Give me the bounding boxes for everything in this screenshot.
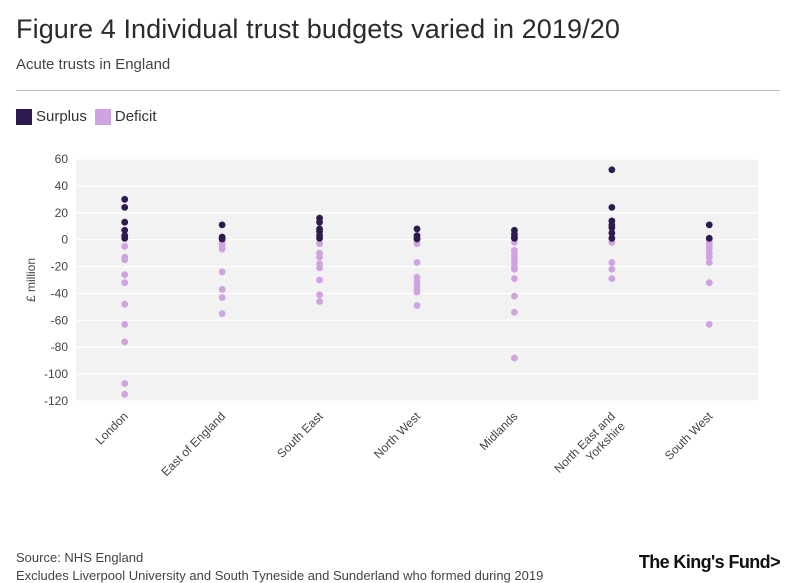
x-tick-label: North East andYorkshire xyxy=(551,409,628,486)
y-tick-label: 0 xyxy=(61,233,68,247)
y-tick-label: -80 xyxy=(51,340,69,354)
data-point-deficit xyxy=(316,240,323,248)
data-point-surplus xyxy=(511,234,518,242)
x-tick-label: North West xyxy=(371,409,424,462)
data-point-deficit xyxy=(705,253,713,261)
data-point-surplus xyxy=(705,221,713,229)
y-tick-label: -20 xyxy=(51,260,69,274)
y-tick-label: -60 xyxy=(51,313,69,327)
data-point-surplus xyxy=(218,221,226,229)
data-point-deficit xyxy=(316,264,323,272)
data-point-deficit xyxy=(121,271,129,279)
x-tick-label: South West xyxy=(662,409,716,463)
data-point-deficit xyxy=(608,275,616,283)
data-point-surplus xyxy=(218,235,226,243)
data-point-deficit xyxy=(413,259,421,266)
data-point-surplus xyxy=(121,195,129,203)
legend-label-deficit: Deficit xyxy=(114,108,157,125)
data-point-surplus xyxy=(121,218,129,226)
data-point-surplus xyxy=(121,234,129,242)
data-point-deficit xyxy=(705,279,713,287)
data-point-deficit xyxy=(121,380,129,387)
data-point-deficit xyxy=(316,298,323,305)
y-tick-label: -100 xyxy=(44,367,68,381)
data-point-deficit xyxy=(413,240,421,248)
x-tick-label-line: South West xyxy=(662,409,716,463)
data-point-deficit xyxy=(511,275,518,283)
y-tick-label: 40 xyxy=(55,179,69,193)
exclusion-note: Excludes Liverpool University and South … xyxy=(16,568,544,583)
data-point-deficit xyxy=(511,308,518,316)
x-tick-label: London xyxy=(93,409,131,447)
data-point-deficit xyxy=(121,320,129,328)
data-point-deficit xyxy=(705,320,713,328)
data-point-surplus xyxy=(608,224,616,231)
y-tick-label: -120 xyxy=(44,394,68,408)
data-point-surplus xyxy=(413,225,421,233)
title-divider xyxy=(16,90,780,91)
data-point-deficit xyxy=(218,286,226,293)
data-point-surplus xyxy=(121,204,129,211)
figure-subtitle: Acute trusts in England xyxy=(16,56,171,73)
data-point-deficit xyxy=(316,276,323,284)
y-tick-label: 20 xyxy=(55,206,69,220)
data-point-surplus xyxy=(121,226,129,234)
y-tick-label: 60 xyxy=(55,152,69,166)
data-point-deficit xyxy=(316,253,323,261)
kings-fund-logo[interactable]: The King's Fund> xyxy=(638,552,781,573)
data-point-deficit xyxy=(705,259,713,266)
y-axis-label: £ million xyxy=(24,258,38,302)
data-point-deficit xyxy=(218,310,226,318)
data-point-surplus xyxy=(608,229,616,237)
x-tick-label-line: East of England xyxy=(158,409,228,479)
data-point-surplus xyxy=(608,204,616,211)
x-tick-label-line: Midlands xyxy=(477,409,521,453)
data-point-deficit xyxy=(413,302,421,309)
legend-item-surplus[interactable]: Surplus xyxy=(16,108,87,125)
scatter-chart: 60 40 20 0 -20 -40 -60 -80 -100 -120 £ million Lond… xyxy=(24,152,758,486)
data-point-deficit xyxy=(511,354,518,362)
x-tick-label-line: South East xyxy=(274,409,326,461)
data-point-surplus xyxy=(608,166,616,174)
data-point-deficit xyxy=(413,288,421,296)
x-tick-label-line: North West xyxy=(371,409,424,462)
data-point-surplus xyxy=(608,234,616,242)
data-point-deficit xyxy=(218,245,226,253)
x-tick-label: East of England xyxy=(158,409,228,479)
data-point-deficit xyxy=(121,338,129,346)
data-point-deficit xyxy=(608,259,616,266)
legend-swatch-deficit xyxy=(94,108,111,125)
y-tick-label: -40 xyxy=(51,286,69,300)
data-point-deficit xyxy=(121,279,129,287)
data-point-deficit xyxy=(121,300,129,308)
data-point-surplus xyxy=(316,218,323,226)
data-point-deficit xyxy=(511,265,518,273)
x-tick-label: South East xyxy=(274,409,326,461)
figure-title: Figure 4 Individual trust budgets varied… xyxy=(16,14,620,44)
data-point-surplus xyxy=(316,234,323,242)
data-point-deficit xyxy=(316,291,323,299)
data-point-deficit xyxy=(608,265,616,273)
data-point-deficit xyxy=(121,390,129,398)
source-note: Source: NHS England xyxy=(16,550,144,565)
legend-item-deficit[interactable]: Deficit xyxy=(94,108,157,125)
data-point-deficit xyxy=(218,294,226,301)
data-point-surplus xyxy=(413,235,421,243)
data-point-surplus xyxy=(705,234,713,242)
data-point-deficit xyxy=(218,268,226,276)
legend-swatch-surplus xyxy=(16,108,32,125)
logo-chevron-icon: > xyxy=(770,552,781,572)
x-tick-label-line: London xyxy=(93,409,131,447)
data-point-deficit xyxy=(511,292,518,300)
data-point-deficit xyxy=(121,242,129,250)
chart-legend: Surplus Deficit xyxy=(16,108,165,125)
x-tick-label: Midlands xyxy=(477,409,521,453)
data-point-deficit xyxy=(121,256,129,264)
logo-text: The King's Fund xyxy=(638,552,771,572)
legend-label-surplus: Surplus xyxy=(36,108,87,125)
